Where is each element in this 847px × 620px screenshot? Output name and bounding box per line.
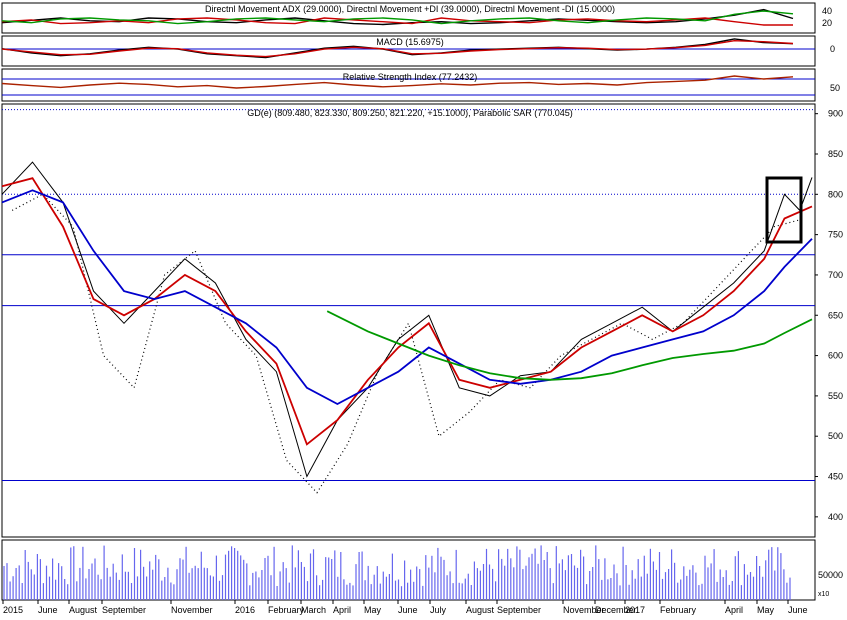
macd-tick-0: 0 bbox=[830, 44, 835, 54]
x-tick-label: May bbox=[757, 605, 775, 615]
price-panel-frame bbox=[1, 103, 816, 538]
x-tick-label: April bbox=[725, 605, 743, 615]
price-panel: GD(e) (809.480, 823.330, 809.250, 821.22… bbox=[1, 103, 843, 538]
x-tick-label: 2015 bbox=[3, 605, 23, 615]
macd-lines-series-1 bbox=[1, 39, 794, 58]
rsi-panel: Relative Strength Index (77.2432) 50 bbox=[1, 68, 840, 102]
price-series-line-3 bbox=[1, 189, 813, 406]
rsi-lines-series-0 bbox=[1, 75, 794, 89]
price-series-line-4 bbox=[326, 310, 813, 381]
macd-panel-title: MACD (15.6975) bbox=[376, 37, 444, 47]
macd-panel: MACD (15.6975) 0 bbox=[1, 35, 835, 67]
price-series-line-2 bbox=[1, 177, 813, 446]
rsi-tick-50: 50 bbox=[830, 83, 840, 93]
price-tick-label: 850 bbox=[828, 149, 843, 159]
price-tick-label: 650 bbox=[828, 310, 843, 320]
adx-panel-frame bbox=[1, 2, 816, 34]
adx-tick-20: 20 bbox=[822, 18, 832, 28]
adx-lines-series-2 bbox=[1, 10, 794, 25]
x-tick-label: December bbox=[595, 605, 637, 615]
x-tick-label: April bbox=[333, 605, 351, 615]
price-tick-label: 800 bbox=[828, 189, 843, 199]
adx-tick-40: 40 bbox=[822, 6, 832, 16]
adx-panel-title: Directnl Movement ADX (29.0000), Directn… bbox=[205, 4, 615, 14]
highlight-box bbox=[765, 176, 803, 244]
x-tick-label: November bbox=[563, 605, 605, 615]
x-tick-label: February bbox=[268, 605, 305, 615]
x-tick-label: 2017 bbox=[625, 605, 645, 615]
price-tick-label: 700 bbox=[828, 270, 843, 280]
x-tick-label: March bbox=[301, 605, 326, 615]
price-tick-label: 400 bbox=[828, 512, 843, 522]
volume-panel-frame bbox=[1, 539, 816, 601]
x-tick-label: May bbox=[364, 605, 382, 615]
price-tick-label: 500 bbox=[828, 431, 843, 441]
x-tick-label: September bbox=[102, 605, 146, 615]
price-tick-label: 750 bbox=[828, 230, 843, 240]
macd-panel-frame bbox=[1, 35, 816, 67]
x-tick-label: 2016 bbox=[235, 605, 255, 615]
x-tick-label: November bbox=[171, 605, 213, 615]
price-tick-label: 450 bbox=[828, 472, 843, 482]
price-panel-title: GD(e) (809.480, 823.330, 809.250, 821.22… bbox=[247, 108, 572, 118]
x-tick-label: August bbox=[69, 605, 98, 615]
x-tick-label: June bbox=[788, 605, 808, 615]
volume-panel: 50000 x10 bbox=[1, 539, 843, 601]
price-tick-label: 550 bbox=[828, 391, 843, 401]
x-tick-label: February bbox=[660, 605, 697, 615]
x-tick-label: June bbox=[398, 605, 418, 615]
price-series-line-0 bbox=[1, 161, 813, 478]
x-tick-label: July bbox=[430, 605, 447, 615]
rsi-panel-frame bbox=[1, 68, 816, 102]
adx-lines-series-1 bbox=[1, 17, 793, 26]
x-tick-label: June bbox=[38, 605, 58, 615]
price-tick-label: 600 bbox=[828, 351, 843, 361]
rsi-panel-title: Relative Strength Index (77.2432) bbox=[343, 72, 478, 82]
adx-panel: Directnl Movement ADX (29.0000), Directn… bbox=[1, 2, 832, 34]
volume-tick-50000: 50000 bbox=[818, 570, 843, 580]
x-tick-label: August bbox=[466, 605, 495, 615]
volume-multiplier: x10 bbox=[818, 591, 829, 598]
price-tick-label: 900 bbox=[828, 109, 843, 119]
x-tick-label: September bbox=[497, 605, 541, 615]
x-axis: 2015 June August September November 2016 Febru… bbox=[2, 600, 808, 615]
